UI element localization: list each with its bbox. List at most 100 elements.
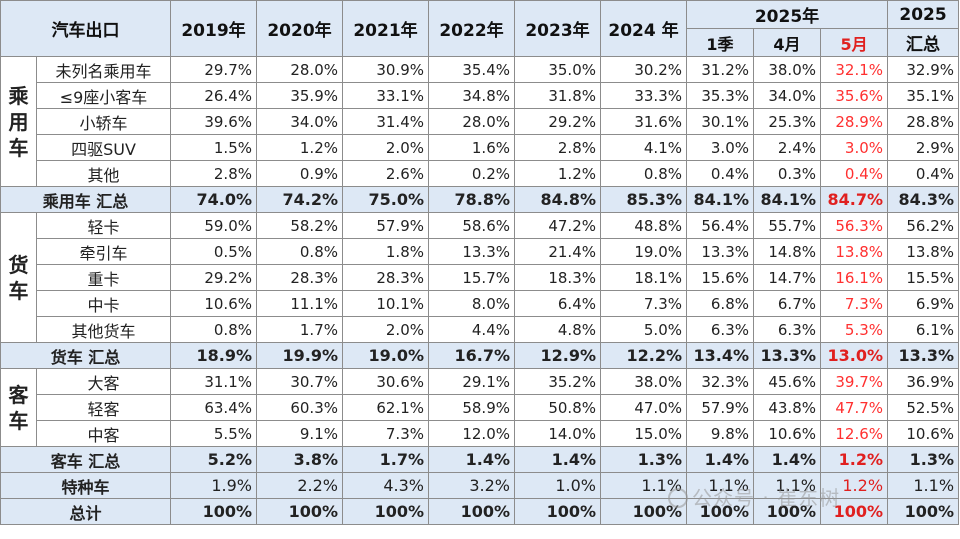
table-row: 四驱SUV 1.5% 1.2% 2.0% 1.6% 2.8% 4.1% 3.0% 2.4% 3.0… [1,134,960,161]
value-cell: 25.3% [753,108,821,135]
value-cell: 16.7% [428,342,515,369]
value-cell: 10.6% [887,420,960,447]
value-cell: 18.1% [600,264,687,291]
corner-header: 汽车出口 [0,0,171,57]
value-cell: 2.8% [170,160,257,187]
value-cell: 32.1% [819,56,889,83]
value-cell: 13.3% [686,238,754,265]
value-cell: 15.0% [600,420,687,447]
value-cell: 32.9% [887,56,960,83]
value-cell: 15.6% [686,264,754,291]
table-row: 客车 大客 31.1% 30.7% 30.6% 29.1% 35.2% 38.0% 32.3% 4… [0,368,960,447]
row-name: 四驱SUV [36,134,171,161]
value-cell: 56.4% [686,212,754,239]
value-cell: 1.4% [686,446,754,473]
value-cell: 75.0% [342,186,429,213]
year-header: 2021年 [342,0,429,57]
value-cell: 1.2% [819,446,889,473]
value-cell: 14.0% [514,420,601,447]
table-row: 其他 2.8% 0.9% 2.6% 0.2% 1.2% 0.8% 0.4% 0.3% 0.4% 0.… [1,160,960,187]
table-row: 货车 轻卡 59.0% 58.2% 57.9% 58.6% 47.2% 48.8% 56.4% 5… [0,212,960,343]
value-cell: 6.3% [753,316,821,343]
table-row: 小轿车 39.6% 34.0% 31.4% 28.0% 29.2% 31.6% 30.1% 25… [1,108,960,135]
total-row: 总计 100% 100% 100% 100% 100% 100% 100% 100% 100% 10… [0,498,960,525]
value-cell: 100% [170,498,257,525]
value-cell: 30.2% [600,56,687,83]
value-cell: 1.7% [256,316,343,343]
value-cell: 2.8% [514,134,601,161]
value-cell: 1.3% [600,446,687,473]
value-cell: 28.0% [428,108,515,135]
value-cell: 84.7% [819,186,889,213]
value-cell: 57.9% [686,394,754,421]
value-cell: 1.2% [514,160,601,187]
value-cell: 18.9% [170,342,257,369]
value-cell: 35.2% [514,368,601,395]
value-cell: 26.4% [170,82,257,109]
value-cell: 47.2% [514,212,601,239]
value-cell: 6.3% [686,316,754,343]
value-cell: 38.0% [753,56,821,83]
group-label: 货车 [0,212,37,343]
value-cell: 3.0% [686,134,754,161]
value-cell: 12.6% [819,420,889,447]
value-cell: 34.0% [753,82,821,109]
value-cell: 58.9% [428,394,515,421]
value-cell: 19.0% [342,342,429,369]
header-row-1: 汽车出口 2019年 2020年 2021年 2022年 2023年 2024 … [0,0,960,57]
row-name: 中客 [36,420,171,447]
value-cell: 13.3% [428,238,515,265]
value-cell: 28.8% [887,108,960,135]
value-cell: 100% [753,498,821,525]
value-cell: 15.5% [887,264,960,291]
row-name: 轻卡 [36,212,171,239]
value-cell: 59.0% [170,212,257,239]
value-cell: 29.1% [428,368,515,395]
export-share-table: 汽车出口 2019年 2020年 2021年 2022年 2023年 2024 … [0,0,960,525]
group-label: 乘用车 [0,56,37,187]
value-cell: 84.8% [514,186,601,213]
value-cell: 19.9% [256,342,343,369]
value-cell: 9.1% [256,420,343,447]
value-cell: 43.8% [753,394,821,421]
value-cell: 0.9% [256,160,343,187]
value-cell: 55.7% [753,212,821,239]
sub-header-q1: 1季 [686,28,754,57]
value-cell: 0.4% [819,160,889,187]
value-cell: 5.3% [819,316,889,343]
row-name: 重卡 [36,264,171,291]
special-row: 特种车 1.9% 2.2% 4.3% 3.2% 1.0% 1.1% 1.1% 1.1% 1.2% 1… [0,472,960,499]
value-cell: 30.1% [686,108,754,135]
value-cell: 50.8% [514,394,601,421]
total-name: 总计 [0,498,171,525]
value-cell: 14.8% [753,238,821,265]
group-2025-header: 2025年 [685,0,889,29]
value-cell: 100% [256,498,343,525]
value-cell: 39.6% [170,108,257,135]
value-cell: 0.8% [256,238,343,265]
value-cell: 3.0% [819,134,889,161]
value-cell: 0.3% [753,160,821,187]
value-cell: 1.4% [428,446,515,473]
year-header: 2022年 [428,0,515,57]
value-cell: 1.1% [887,472,960,499]
value-cell: 13.3% [887,342,960,369]
value-cell: 2.4% [753,134,821,161]
value-cell: 13.3% [753,342,821,369]
value-cell: 1.1% [753,472,821,499]
summary-name: 货车 汇总 [0,342,171,369]
value-cell: 2.0% [342,134,429,161]
value-cell: 19.0% [600,238,687,265]
value-cell: 29.7% [170,56,257,83]
row-name: 中卡 [36,290,171,317]
value-cell: 28.9% [819,108,889,135]
value-cell: 7.3% [600,290,687,317]
value-cell: 10.1% [342,290,429,317]
value-cell: 31.6% [600,108,687,135]
year-header: 2020年 [256,0,343,57]
value-cell: 39.7% [819,368,889,395]
value-cell: 32.3% [686,368,754,395]
value-cell: 35.6% [819,82,889,109]
value-cell: 13.8% [887,238,960,265]
value-cell: 34.8% [428,82,515,109]
